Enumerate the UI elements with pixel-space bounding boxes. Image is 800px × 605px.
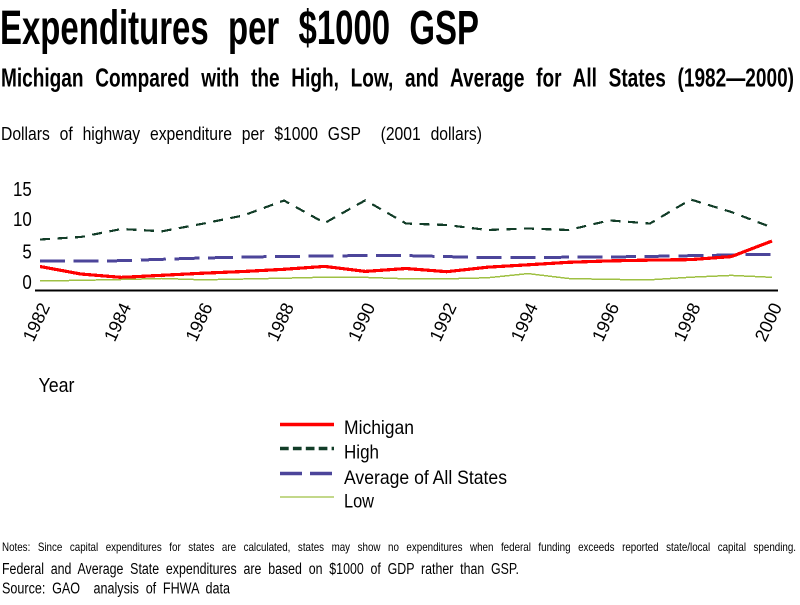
svg-text:10: 10 — [13, 209, 32, 231]
svg-text:15: 15 — [13, 179, 32, 201]
svg-text:Low: Low — [344, 491, 375, 513]
svg-text:Michigan Compared with the Hig: Michigan Compared with the High, Low, an… — [1, 62, 794, 92]
svg-text:Notes: Since capital expenditu: Notes: Since capital expenditures for st… — [2, 540, 796, 554]
svg-text:Average of All States: Average of All States — [344, 467, 507, 489]
svg-text:Expenditures per $1000 GSP: Expenditures per $1000 GSP — [0, 2, 479, 55]
svg-text:Source: GAO analysis of FHWA: Source: GAO analysis of FHWA data — [2, 581, 230, 598]
svg-text:Dollars of highway expenditure: Dollars of highway expenditure per $1000… — [1, 124, 482, 144]
svg-text:Federal and Average State expe: Federal and Average State expenditures a… — [2, 561, 519, 578]
svg-text:5: 5 — [22, 242, 31, 264]
svg-text:0: 0 — [22, 272, 31, 294]
svg-text:Michigan: Michigan — [344, 417, 414, 439]
svg-text:High: High — [344, 442, 379, 464]
svg-text:Year: Year — [39, 375, 75, 397]
